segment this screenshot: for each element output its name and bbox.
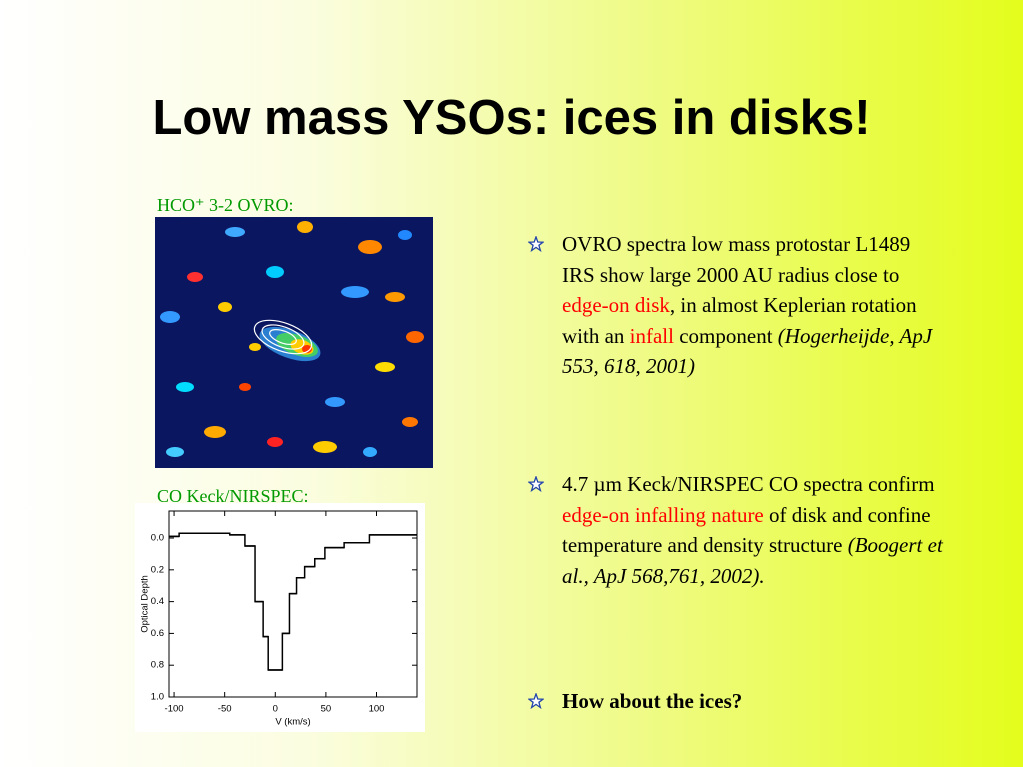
x-axis-label: V (km/s) (275, 717, 310, 728)
slide-title: Low mass YSOs: ices in disks! (152, 91, 871, 145)
y-tick-label: 0.4 (151, 596, 164, 607)
bullet-segment: (Boogert et al., ApJ 568,761, 2002). (562, 533, 943, 588)
bullet-text: How about the ices? (562, 686, 947, 717)
y-tick-label: 1.0 (151, 692, 164, 703)
bullet-segment: , in almost Keplerian rotation with an (562, 293, 917, 348)
x-tick-label: 0 (273, 704, 278, 715)
x-tick-label: -100 (165, 704, 184, 715)
bullet-segment: component (673, 323, 778, 348)
bullet-segment: 4.7 µm Keck/NIRSPEC CO spectra confirm (562, 472, 935, 496)
bullet-segment: infall (629, 323, 674, 348)
map-blobs (160, 221, 424, 457)
x-tick-label: -50 (218, 704, 232, 715)
bullet-icon (528, 476, 544, 492)
x-tick-label: 50 (321, 704, 332, 715)
y-tick-label: 0.2 (151, 564, 164, 575)
y-axis-label: Optical Depth (140, 575, 151, 633)
bullet-segment: (Hogerheijde, ApJ 553, 618, 2001) (562, 323, 933, 379)
radio-map (155, 217, 433, 468)
bullet-segment: How about the ices? (562, 689, 743, 713)
bullet-segment: edge-on infalling nature (562, 502, 764, 527)
bullet-segment: OVRO spectra low mass protostar L1489 IR… (562, 232, 911, 287)
y-tick-label: 0.0 (151, 533, 164, 544)
bullet-text: 4.7 µm Keck/NIRSPEC CO spectra confirm e… (562, 469, 947, 591)
plot-frame (168, 510, 418, 698)
y-tick-label: 0.8 (151, 660, 164, 671)
step-outline (169, 532, 417, 671)
bullet-segment: edge-on disk (562, 293, 670, 317)
figure-caption: CO Keck/NIRSPEC: (157, 486, 309, 506)
bullet-text: OVRO spectra low mass protostar L1489 IR… (562, 229, 947, 382)
spectrum-chart: 0.0 0.2 0.4 0.6 0.8 1.0-100 -50 0 50 100 V (km/s) O… (135, 503, 425, 732)
bullet-icon (528, 236, 544, 252)
figure-caption: HCO⁺ 3-2 OVRO: (157, 195, 294, 215)
y-tick-label: 0.6 (151, 628, 164, 639)
x-tick-label: 100 (369, 704, 385, 715)
bullet-segment: of disk and confine temperature and dens… (562, 502, 931, 558)
map-contours (253, 319, 313, 355)
bullet-icon (528, 693, 544, 709)
